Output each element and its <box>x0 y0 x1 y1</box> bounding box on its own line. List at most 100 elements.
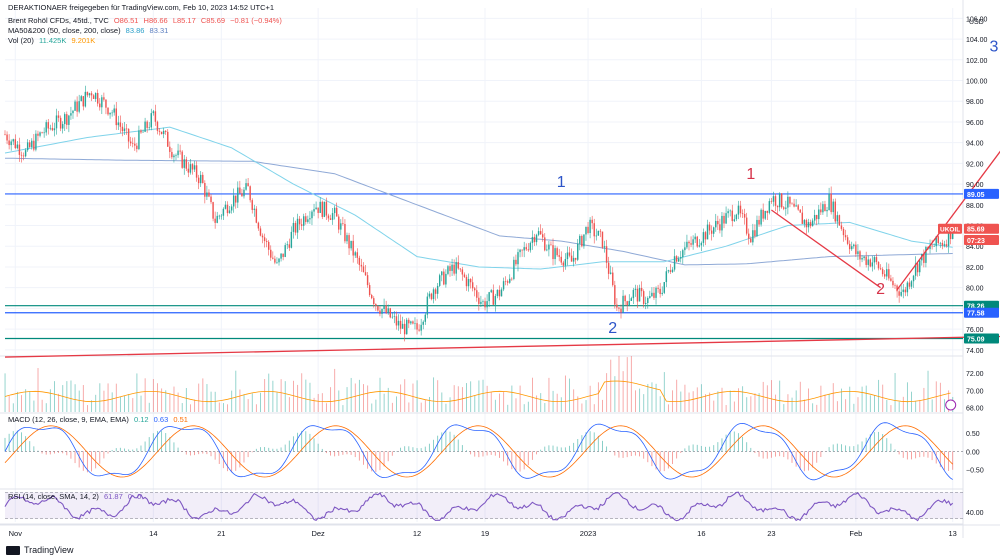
volume-bar <box>313 397 315 412</box>
candle-body <box>309 218 311 220</box>
candle-body <box>599 230 602 232</box>
candle <box>916 262 919 277</box>
candle <box>80 94 82 102</box>
macd-histogram-bar <box>95 451 97 469</box>
volume-bar <box>231 390 233 412</box>
macd-histogram-bar <box>41 451 43 454</box>
candle-body <box>867 259 869 265</box>
candle-body <box>886 269 888 277</box>
candle <box>566 246 569 266</box>
candle-body <box>156 121 159 131</box>
candle <box>628 294 630 307</box>
candle <box>14 134 17 150</box>
candle <box>756 215 758 238</box>
tradingview-logo[interactable]: TradingView <box>6 545 74 555</box>
macd-histogram-bar <box>119 447 121 452</box>
trend-line <box>4 335 1000 358</box>
candle-body <box>6 134 8 141</box>
macd-histogram-bar <box>111 449 113 452</box>
candle <box>943 240 946 248</box>
symbol-legend[interactable]: Brent Rohöl CFDs, 45td., TVC O86.51 H86.… <box>8 16 285 25</box>
candle <box>12 138 14 146</box>
candle <box>247 177 249 187</box>
candle-body <box>719 224 721 231</box>
candle <box>26 139 29 152</box>
candle <box>855 241 857 258</box>
candle <box>544 233 546 252</box>
candle-body <box>356 252 359 258</box>
candle-body <box>385 305 387 314</box>
candle-body <box>115 108 117 126</box>
candle-body <box>807 222 810 228</box>
macd-histogram-bar <box>948 451 950 471</box>
candle-body <box>871 262 874 267</box>
candle-body <box>463 274 466 277</box>
candle-body <box>132 143 134 144</box>
macd-histogram-bar <box>400 447 402 452</box>
macd-histogram-bar <box>58 451 60 453</box>
volume-bar <box>573 389 575 412</box>
rsi-lower-value: 0 <box>137 492 142 501</box>
volume-bar <box>523 404 525 412</box>
volume-bar <box>532 377 533 412</box>
candle <box>447 264 449 276</box>
candle-body <box>731 210 733 222</box>
candle <box>715 213 717 232</box>
volume-bar <box>45 403 47 412</box>
vol-legend[interactable]: Vol (20) 11.425K 9.201K <box>8 36 98 45</box>
volume-bar <box>626 357 628 412</box>
candle-body <box>906 282 909 293</box>
ohlc-open: O86.51 <box>113 16 139 25</box>
candle-body <box>399 320 402 329</box>
candle-body <box>947 230 950 247</box>
macd-histogram-bar <box>16 430 18 452</box>
macd-histogram-bar <box>198 451 200 455</box>
candle <box>210 194 212 204</box>
candle-body <box>4 134 6 135</box>
candle-body <box>103 97 105 100</box>
candle-body <box>539 231 542 235</box>
ma-legend[interactable]: MA50&200 (50, close, 200, close) 83.86 8… <box>8 26 171 35</box>
volume-tick-label: 72.00 <box>966 371 984 378</box>
candle-body <box>96 92 99 104</box>
candle <box>134 137 136 151</box>
candle-body <box>892 280 894 286</box>
volume-bar <box>297 384 299 412</box>
candle <box>941 239 944 250</box>
volume-bar <box>317 393 319 412</box>
macd-histogram-bar <box>490 451 492 455</box>
candle <box>809 219 812 229</box>
price-tick-label: 90.00 <box>966 182 984 189</box>
candle-body <box>160 131 163 135</box>
rsi-legend[interactable]: RSI (14, close, SMA, 14, 2) 61.87 0 0 <box>8 492 144 501</box>
volume-bar <box>338 390 340 412</box>
candle-body <box>748 233 750 239</box>
volume-bar <box>540 393 542 412</box>
volume-bar <box>363 384 364 412</box>
candle <box>750 236 752 243</box>
candle-body <box>645 302 647 304</box>
macd-histogram-bar <box>713 445 715 452</box>
candle <box>428 291 431 299</box>
time-tick-label: 14 <box>149 529 157 538</box>
candle <box>406 317 408 335</box>
volume-bar <box>16 391 18 412</box>
candle <box>523 241 525 258</box>
candle <box>103 92 105 102</box>
candle <box>121 123 124 137</box>
candle-body <box>344 223 346 242</box>
macd-legend[interactable]: MACD (12, 26, close, 9, EMA, EMA) 0.12 0… <box>8 415 191 424</box>
candle <box>789 196 791 208</box>
volume-tick-label: 68.00 <box>966 406 984 413</box>
candle-body <box>335 207 338 217</box>
volume-bar <box>276 392 278 412</box>
candle <box>138 125 140 151</box>
candle-body <box>725 213 727 224</box>
candle <box>692 235 694 250</box>
candle-body <box>68 115 70 125</box>
candle-body <box>754 230 756 237</box>
candle <box>642 289 645 308</box>
candle <box>278 257 280 266</box>
volume-bar <box>429 396 430 412</box>
